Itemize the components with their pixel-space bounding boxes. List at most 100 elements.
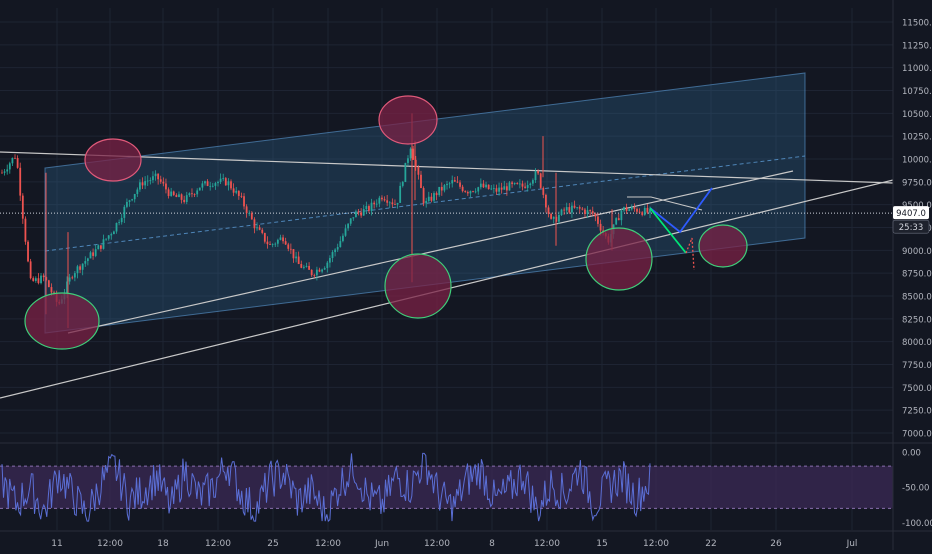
x-tick-label: 8 bbox=[489, 539, 495, 549]
candle-body bbox=[245, 206, 248, 214]
candle-body bbox=[388, 202, 391, 204]
candlestick-series bbox=[1, 113, 651, 328]
candle-body bbox=[292, 249, 295, 259]
candle-body bbox=[630, 207, 633, 210]
bottom-ellipse-3 bbox=[585, 227, 653, 291]
y-tick-label: 7250.0 bbox=[902, 407, 932, 417]
candle-body bbox=[420, 174, 422, 189]
candle-body bbox=[433, 193, 435, 201]
candle-body bbox=[482, 183, 485, 188]
candle-body bbox=[349, 218, 352, 224]
candle-body bbox=[167, 189, 170, 196]
candle-body bbox=[232, 188, 235, 193]
candle-body bbox=[643, 207, 646, 215]
candle-body bbox=[276, 239, 279, 244]
projection-dotted bbox=[685, 237, 695, 271]
candle-body bbox=[487, 184, 490, 190]
candle-body bbox=[404, 162, 407, 182]
candle-body bbox=[243, 196, 245, 207]
candle-body bbox=[466, 192, 469, 194]
candle-body bbox=[352, 217, 355, 219]
candle-body bbox=[563, 209, 566, 211]
x-tick-label: 18 bbox=[157, 539, 169, 549]
candle-body bbox=[534, 171, 537, 181]
candle-body bbox=[84, 261, 87, 264]
candle-body bbox=[638, 211, 641, 213]
candle-body bbox=[446, 183, 448, 186]
candle-body bbox=[474, 191, 477, 193]
current-price-tag[interactable] bbox=[893, 206, 929, 220]
candle-body bbox=[357, 211, 360, 213]
candle-body bbox=[529, 183, 532, 186]
candle-body bbox=[128, 200, 131, 202]
candle-body bbox=[360, 212, 363, 216]
candle-body bbox=[492, 188, 495, 190]
candle-body bbox=[302, 266, 305, 268]
candle-body bbox=[235, 190, 238, 193]
candle-body bbox=[409, 148, 412, 159]
oscillator-tick-label: -50.00 bbox=[902, 484, 929, 494]
candle-body bbox=[451, 180, 454, 184]
candle-body bbox=[440, 186, 443, 191]
candle-body bbox=[287, 244, 290, 249]
candle-body bbox=[206, 181, 209, 186]
candle-body bbox=[584, 209, 586, 214]
candle-body bbox=[617, 218, 620, 221]
candle-body bbox=[641, 212, 644, 215]
top-ellipse-2 bbox=[378, 95, 438, 145]
candle-body bbox=[375, 203, 378, 205]
candle-body bbox=[459, 182, 461, 187]
candle-body bbox=[8, 163, 11, 170]
annotation-drawings bbox=[24, 95, 748, 350]
candle-body bbox=[565, 207, 568, 211]
x-tick-label: 11 bbox=[51, 539, 62, 549]
candle-body bbox=[461, 186, 464, 192]
candle-body bbox=[297, 256, 300, 265]
candle-body bbox=[105, 238, 107, 240]
candle-body bbox=[131, 199, 134, 201]
y-tick-label: 11000.0 bbox=[902, 64, 932, 74]
candle-body bbox=[263, 232, 266, 242]
x-tick-label: 25 bbox=[267, 539, 278, 549]
candle-body bbox=[422, 188, 425, 204]
candle-body bbox=[539, 173, 542, 188]
candle-body bbox=[86, 258, 89, 262]
y-tick-label: 11250.0 bbox=[902, 41, 932, 51]
candle-body bbox=[92, 252, 94, 256]
candle-body bbox=[21, 195, 24, 219]
candle-body bbox=[503, 186, 506, 190]
top-ellipse-1 bbox=[84, 138, 142, 182]
candle-body bbox=[11, 157, 14, 164]
candle-body bbox=[34, 278, 37, 281]
candle-body bbox=[597, 216, 599, 224]
x-tick-label: 12:00 bbox=[424, 539, 450, 549]
candle-body bbox=[625, 207, 628, 211]
candle-body bbox=[227, 181, 230, 186]
candle-body bbox=[383, 199, 386, 201]
candle-body bbox=[336, 247, 339, 250]
x-tick-label: Jul bbox=[846, 539, 858, 549]
candle-body bbox=[300, 264, 303, 268]
inner-trendline bbox=[67, 170, 794, 334]
candle-body bbox=[188, 193, 191, 196]
candle-body bbox=[315, 269, 318, 276]
candle-body bbox=[19, 167, 22, 196]
candle-body bbox=[448, 183, 451, 185]
candle-body bbox=[394, 204, 396, 205]
candle-body bbox=[498, 187, 500, 192]
candle-body bbox=[537, 171, 539, 174]
candle-body bbox=[381, 197, 383, 200]
candle-body bbox=[136, 189, 139, 195]
candle-body bbox=[214, 183, 217, 186]
candle-body bbox=[547, 207, 550, 214]
candle-body bbox=[185, 195, 188, 202]
candle-body bbox=[165, 183, 167, 190]
candle-body bbox=[240, 195, 243, 197]
candle-body bbox=[573, 205, 576, 208]
candle-body bbox=[427, 196, 430, 202]
price-channel bbox=[44, 72, 806, 334]
y-tick-label: 8500.0 bbox=[902, 293, 932, 303]
